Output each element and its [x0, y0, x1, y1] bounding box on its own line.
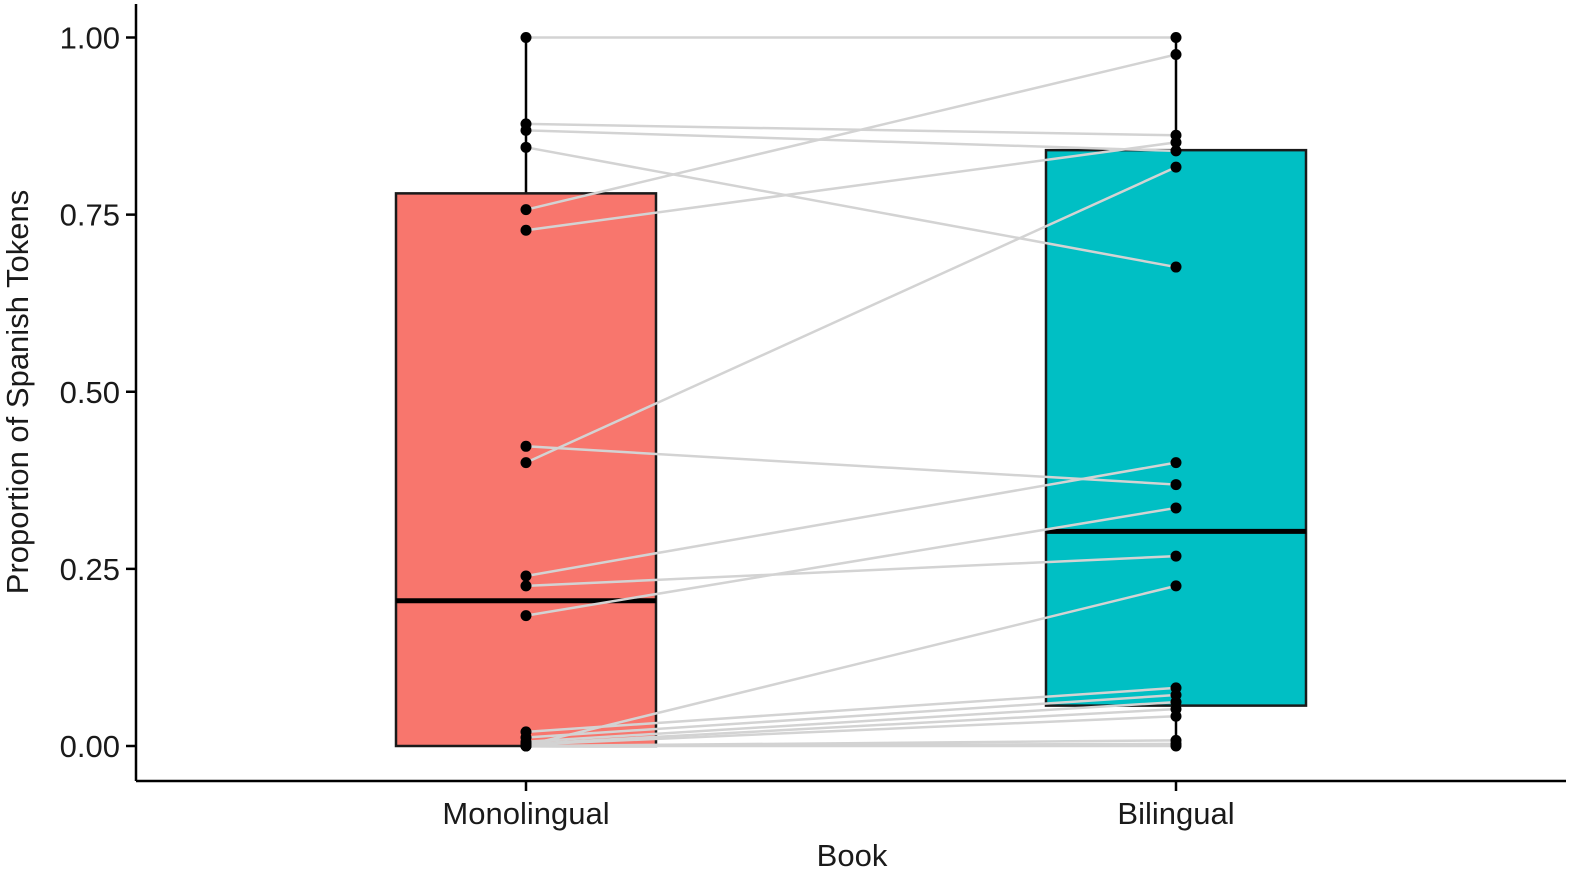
paired-line-16	[525, 584, 1177, 747]
point-bilingual-7	[1170, 161, 1182, 173]
paired-line-14	[525, 707, 1177, 746]
paired-line-7	[525, 166, 1177, 464]
point-bilingual-0	[1170, 32, 1182, 43]
point-monolingual-8	[520, 570, 532, 582]
point-bilingual-6	[1170, 479, 1182, 491]
paired-line-3	[525, 146, 1177, 269]
point-bilingual-2	[1170, 145, 1182, 157]
point-monolingual-0	[520, 32, 532, 43]
paired-line-5	[525, 141, 1177, 232]
points-layer	[520, 32, 1182, 752]
paired-line-6	[525, 445, 1177, 486]
paired-line-8	[525, 461, 1177, 578]
point-bilingual-5	[1170, 136, 1182, 148]
point-monolingual-7	[520, 457, 532, 469]
y-axis-title: Proportion of Spanish Tokens	[0, 190, 35, 594]
x-axis-title: Book	[817, 838, 888, 873]
point-bilingual-9	[1170, 550, 1182, 562]
point-monolingual-10	[520, 610, 532, 622]
point-bilingual-10	[1170, 502, 1182, 514]
paired-line-15	[525, 714, 1177, 746]
paired-line-13	[525, 700, 1177, 743]
y-tick-label-0: 0.00	[60, 729, 120, 764]
box-bilingual	[1044, 148, 1308, 707]
point-monolingual-2	[520, 124, 532, 136]
point-monolingual-6	[520, 440, 532, 452]
paired-line-12	[525, 693, 1177, 739]
y-tick-label-2: 0.50	[60, 375, 120, 410]
x-tick-label-monolingual: Monolingual	[442, 796, 609, 831]
paired-line-10	[525, 506, 1177, 617]
paired-line-11	[525, 686, 1177, 734]
y-tick-label-4: 1.00	[60, 21, 120, 56]
y-tick-label-1: 0.25	[60, 552, 120, 587]
paired-lines	[525, 36, 1177, 748]
paired-line-1	[525, 122, 1177, 137]
point-bilingual-16	[1170, 580, 1182, 592]
x-tick-label-bilingual: Bilingual	[1117, 796, 1234, 831]
point-bilingual-3	[1170, 261, 1182, 273]
point-monolingual-3	[520, 141, 532, 153]
point-bilingual-15	[1170, 710, 1182, 722]
point-bilingual-8	[1170, 457, 1182, 469]
box-monolingual	[394, 192, 658, 748]
paired-line-4	[525, 53, 1177, 211]
point-monolingual-5	[520, 224, 532, 236]
point-monolingual-4	[520, 204, 532, 216]
point-monolingual-9	[520, 580, 532, 592]
point-bilingual-19	[1170, 740, 1182, 752]
paired-line-9	[525, 554, 1177, 588]
paired-line-2	[525, 129, 1177, 153]
y-tick-label-3: 0.75	[60, 198, 120, 233]
point-bilingual-4	[1170, 49, 1182, 61]
point-monolingual-19	[520, 740, 532, 752]
axes-layer: 0.00 0.25 0.50 0.75 1.00 Monolingual Bilingual	[60, 4, 1566, 831]
